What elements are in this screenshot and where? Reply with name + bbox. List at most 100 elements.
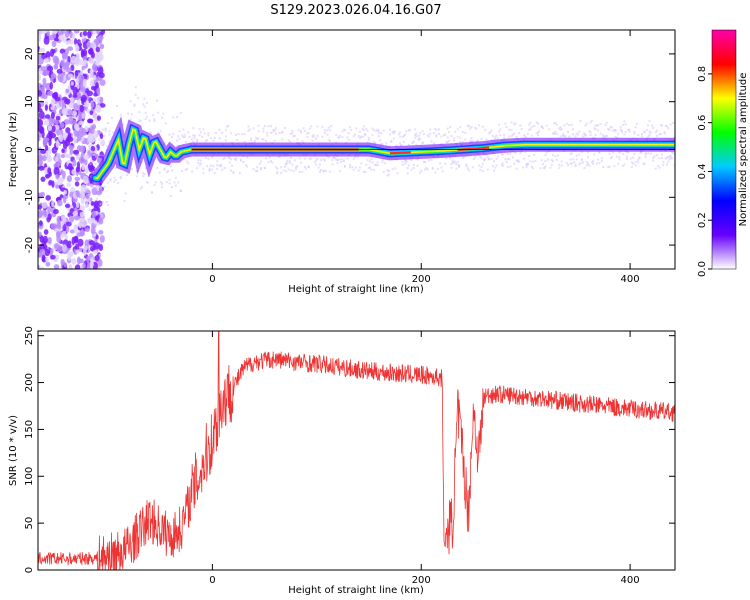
halo-speck xyxy=(100,213,103,216)
halo-speck xyxy=(470,137,473,140)
halo-speck xyxy=(156,99,159,102)
halo-speck xyxy=(237,133,240,136)
halo-speck xyxy=(352,168,355,171)
halo-speck xyxy=(523,134,526,137)
halo-speck xyxy=(270,160,273,163)
halo-speck xyxy=(504,122,507,125)
halo-speck xyxy=(549,166,552,169)
halo-speck xyxy=(277,155,280,158)
halo-speck xyxy=(292,170,295,173)
halo-speck xyxy=(362,171,365,174)
spectrogram-y-tick-label: 0 xyxy=(24,146,35,152)
noise-speck xyxy=(73,102,79,111)
halo-speck xyxy=(296,165,299,168)
halo-speck xyxy=(338,170,341,173)
halo-speck xyxy=(193,134,196,137)
halo-speck xyxy=(491,135,494,138)
halo-speck xyxy=(495,164,498,167)
halo-speck xyxy=(362,125,365,128)
halo-speck xyxy=(400,144,403,147)
halo-speck xyxy=(103,185,106,188)
halo-speck xyxy=(108,130,111,133)
halo-speck xyxy=(178,137,181,140)
halo-speck xyxy=(364,134,367,137)
halo-speck xyxy=(335,134,338,137)
halo-speck xyxy=(142,103,145,106)
halo-speck xyxy=(376,128,379,131)
noise-speck xyxy=(90,101,95,109)
halo-speck xyxy=(514,122,517,125)
halo-speck xyxy=(173,181,176,184)
halo-speck xyxy=(191,138,194,141)
halo-speck xyxy=(501,153,504,156)
halo-speck xyxy=(412,163,415,166)
halo-speck xyxy=(94,163,97,166)
noise-speck xyxy=(91,166,96,171)
noise-speck xyxy=(38,73,41,81)
halo-speck xyxy=(266,134,269,137)
halo-speck xyxy=(459,126,462,129)
halo-speck xyxy=(411,142,414,145)
noise-speck xyxy=(62,132,68,139)
noise-speck xyxy=(53,264,60,269)
halo-speck xyxy=(412,140,415,143)
halo-speck xyxy=(386,169,389,172)
halo-speck xyxy=(518,132,521,135)
halo-speck xyxy=(455,167,458,170)
halo-speck xyxy=(331,159,334,162)
noise-speck xyxy=(65,221,72,227)
halo-speck xyxy=(216,167,219,170)
halo-speck xyxy=(623,133,626,136)
halo-speck xyxy=(317,166,320,169)
halo-speck xyxy=(328,170,331,173)
noise-speck xyxy=(72,119,77,125)
halo-speck xyxy=(648,134,651,137)
halo-speck xyxy=(500,153,503,156)
halo-speck xyxy=(489,131,492,134)
halo-speck xyxy=(338,134,341,137)
halo-speck xyxy=(553,132,556,135)
halo-speck xyxy=(496,155,499,158)
halo-speck xyxy=(213,172,216,175)
halo-speck xyxy=(305,167,308,170)
noise-speck xyxy=(82,78,87,87)
halo-speck xyxy=(179,189,182,192)
halo-speck xyxy=(196,140,199,143)
halo-speck xyxy=(450,134,453,137)
halo-speck xyxy=(446,127,449,130)
halo-speck xyxy=(608,152,611,155)
noise-speck xyxy=(46,155,53,163)
noise-speck xyxy=(98,230,104,235)
noise-speck xyxy=(51,119,57,124)
noise-speck xyxy=(73,235,79,244)
halo-speck xyxy=(187,131,190,134)
halo-speck xyxy=(377,129,380,132)
halo-speck xyxy=(123,200,126,203)
halo-speck xyxy=(231,164,234,167)
halo-speck xyxy=(464,131,467,134)
halo-speck xyxy=(623,163,626,166)
halo-speck xyxy=(148,119,151,122)
halo-speck xyxy=(672,152,675,155)
noise-speck xyxy=(45,256,49,263)
halo-speck xyxy=(652,126,655,129)
noise-speck xyxy=(47,147,51,156)
noise-speck xyxy=(93,92,99,97)
noise-speck xyxy=(38,231,42,238)
noise-speck xyxy=(71,169,76,175)
noise-speck xyxy=(73,136,77,145)
halo-speck xyxy=(355,166,358,169)
halo-speck xyxy=(342,128,345,131)
halo-speck xyxy=(276,172,279,175)
halo-speck xyxy=(376,161,379,164)
halo-speck xyxy=(661,156,664,159)
halo-speck xyxy=(515,159,518,162)
noise-speck xyxy=(56,222,62,229)
halo-speck xyxy=(577,133,580,136)
halo-speck xyxy=(243,133,246,136)
halo-speck xyxy=(624,123,627,126)
halo-speck xyxy=(283,165,286,168)
spectrogram-panel: 0 200 400 -20 -10 0 10 20 Frequency (Hz) Height… xyxy=(8,29,676,295)
halo-speck xyxy=(213,136,216,139)
halo-speck xyxy=(122,123,125,126)
